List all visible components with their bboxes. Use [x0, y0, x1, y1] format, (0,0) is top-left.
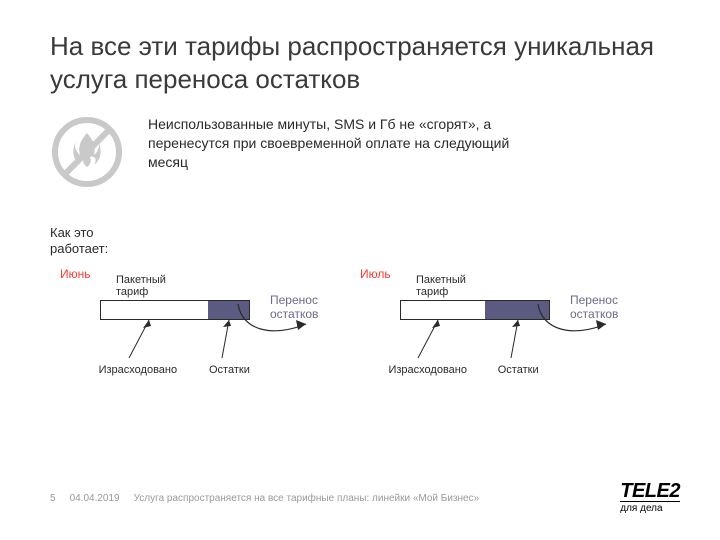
month-label: Июнь: [60, 268, 91, 281]
tariff-label: Пакетный тариф: [416, 274, 486, 298]
intro-text: Неиспользованные минуты, SMS и Гб не «сг…: [148, 115, 548, 172]
footer-note: Услуга распространяется на все тарифные …: [134, 493, 480, 504]
used-label: Израсходовано: [99, 364, 178, 376]
used-label: Израсходовано: [388, 364, 467, 376]
logo-bottom: для дела: [620, 501, 680, 514]
carry-label: Перенос остатков: [270, 294, 340, 322]
remain-label: Остатки: [498, 364, 539, 376]
rollover-diagram: Июнь Пакетный тариф Израсходовано Остатки Пе…: [50, 268, 670, 438]
remain-label: Остатки: [209, 364, 250, 376]
slide-title: На все эти тарифы распространяется уника…: [50, 30, 670, 95]
month-label: Июль: [360, 268, 391, 281]
no-burn-icon: [50, 115, 124, 189]
tariff-label: Пакетный тариф: [116, 274, 186, 298]
tele2-logo: TELE2 для дела: [620, 482, 680, 514]
intro-row: Неиспользованные минуты, SMS и Гб не «сг…: [50, 115, 670, 189]
logo-top: TELE2: [620, 482, 680, 500]
carry-label: Перенос остатков: [570, 294, 640, 322]
footer: 5 04.04.2019 Услуга распространяется на …: [50, 493, 670, 504]
page-number: 5: [50, 493, 56, 504]
how-it-works-label: Как это работает:: [50, 225, 130, 256]
footer-date: 04.04.2019: [70, 493, 120, 504]
